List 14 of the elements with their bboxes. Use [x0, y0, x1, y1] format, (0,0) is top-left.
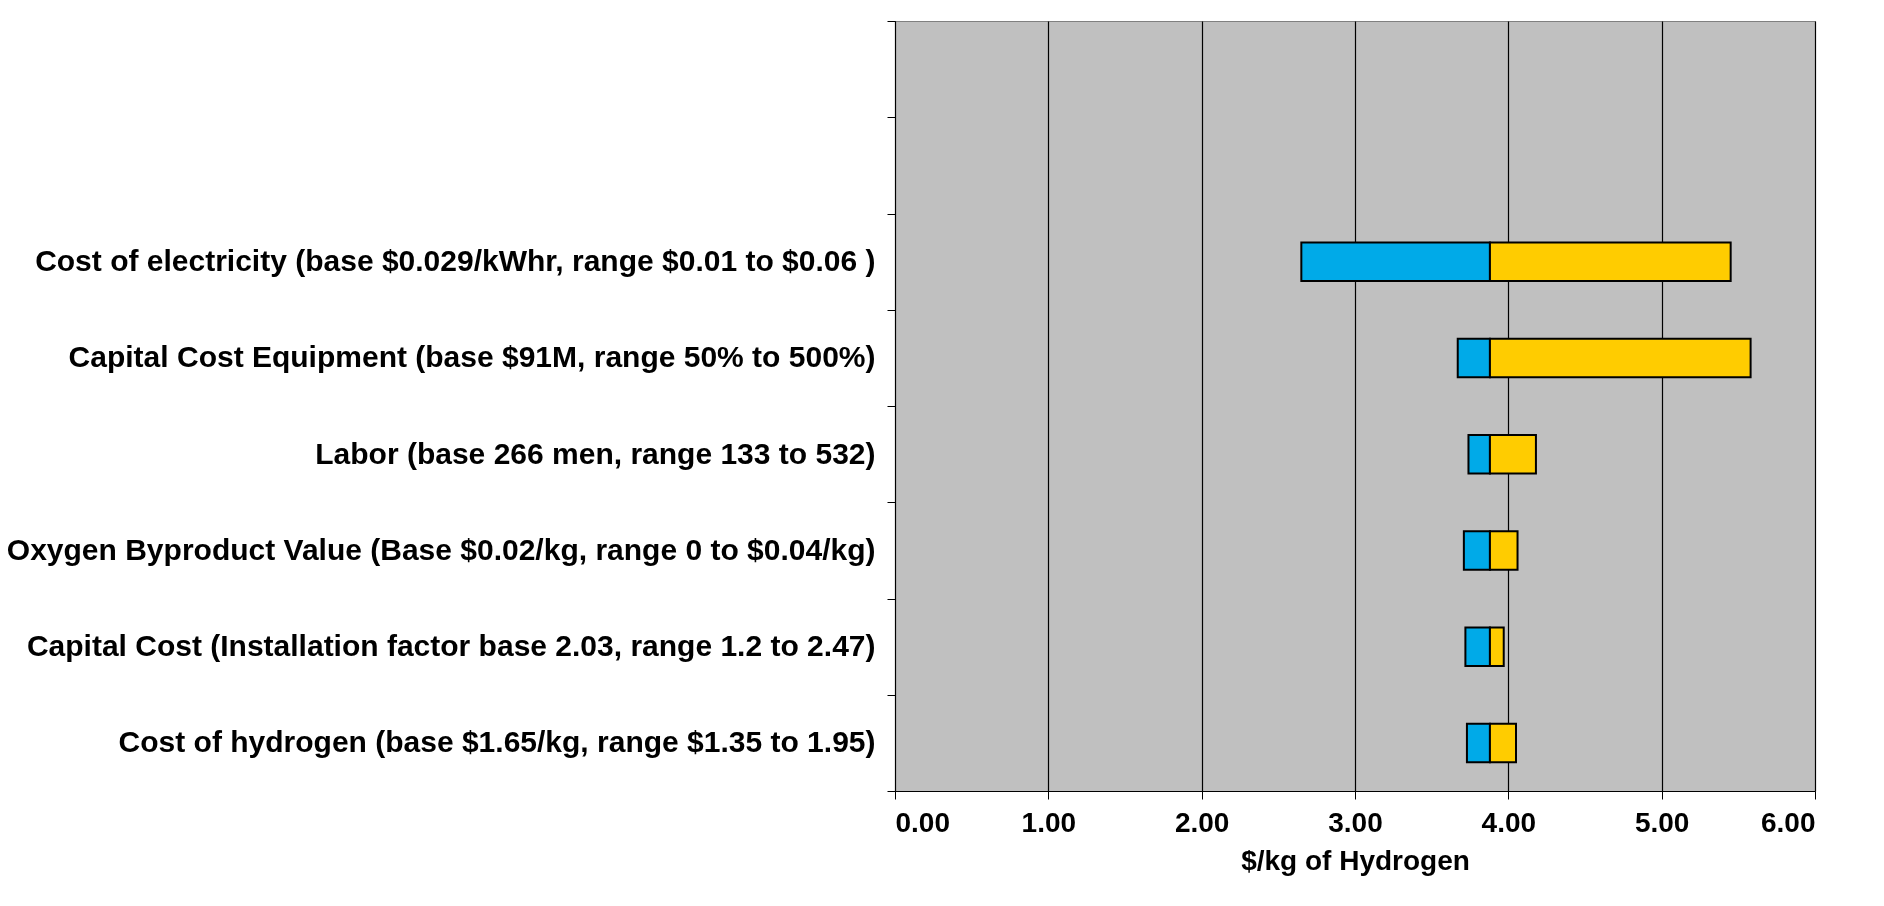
- x-tick-label: 6.00: [1761, 806, 1816, 838]
- x-tick-label: 3.00: [1328, 806, 1383, 838]
- x-tick-label: 2.00: [1174, 806, 1230, 838]
- y-tick-label: Capital Cost Equipment (base $91M, range 50% to 500%): [68, 340, 876, 374]
- y-tick-label: Cost of electricity (base $0.029/kWhr, range $0.01 to $0.06 ): [35, 244, 876, 278]
- y-tick-label: Cost of hydrogen (base $1.65/kg, range $1.35 to 1.95): [118, 725, 876, 759]
- x-axis-title: $/kg of Hydrogen: [1241, 844, 1470, 876]
- x-tick-label: 1.00: [1021, 806, 1077, 838]
- y-tick-label: Oxygen Byproduct Value (Base $0.02/kg, range 0 to $0.04/kg): [6, 532, 876, 566]
- x-tick-label: 0.00: [895, 806, 950, 838]
- y-tick-label: Capital Cost (Installation factor base 2.03, range 1.2 to 2.47): [26, 629, 876, 663]
- x-tick-label: 4.00: [1481, 806, 1537, 838]
- x-tick-label: 5.00: [1634, 806, 1690, 838]
- y-tick-label: Labor (base 266 men, range 133 to 532): [315, 436, 876, 470]
